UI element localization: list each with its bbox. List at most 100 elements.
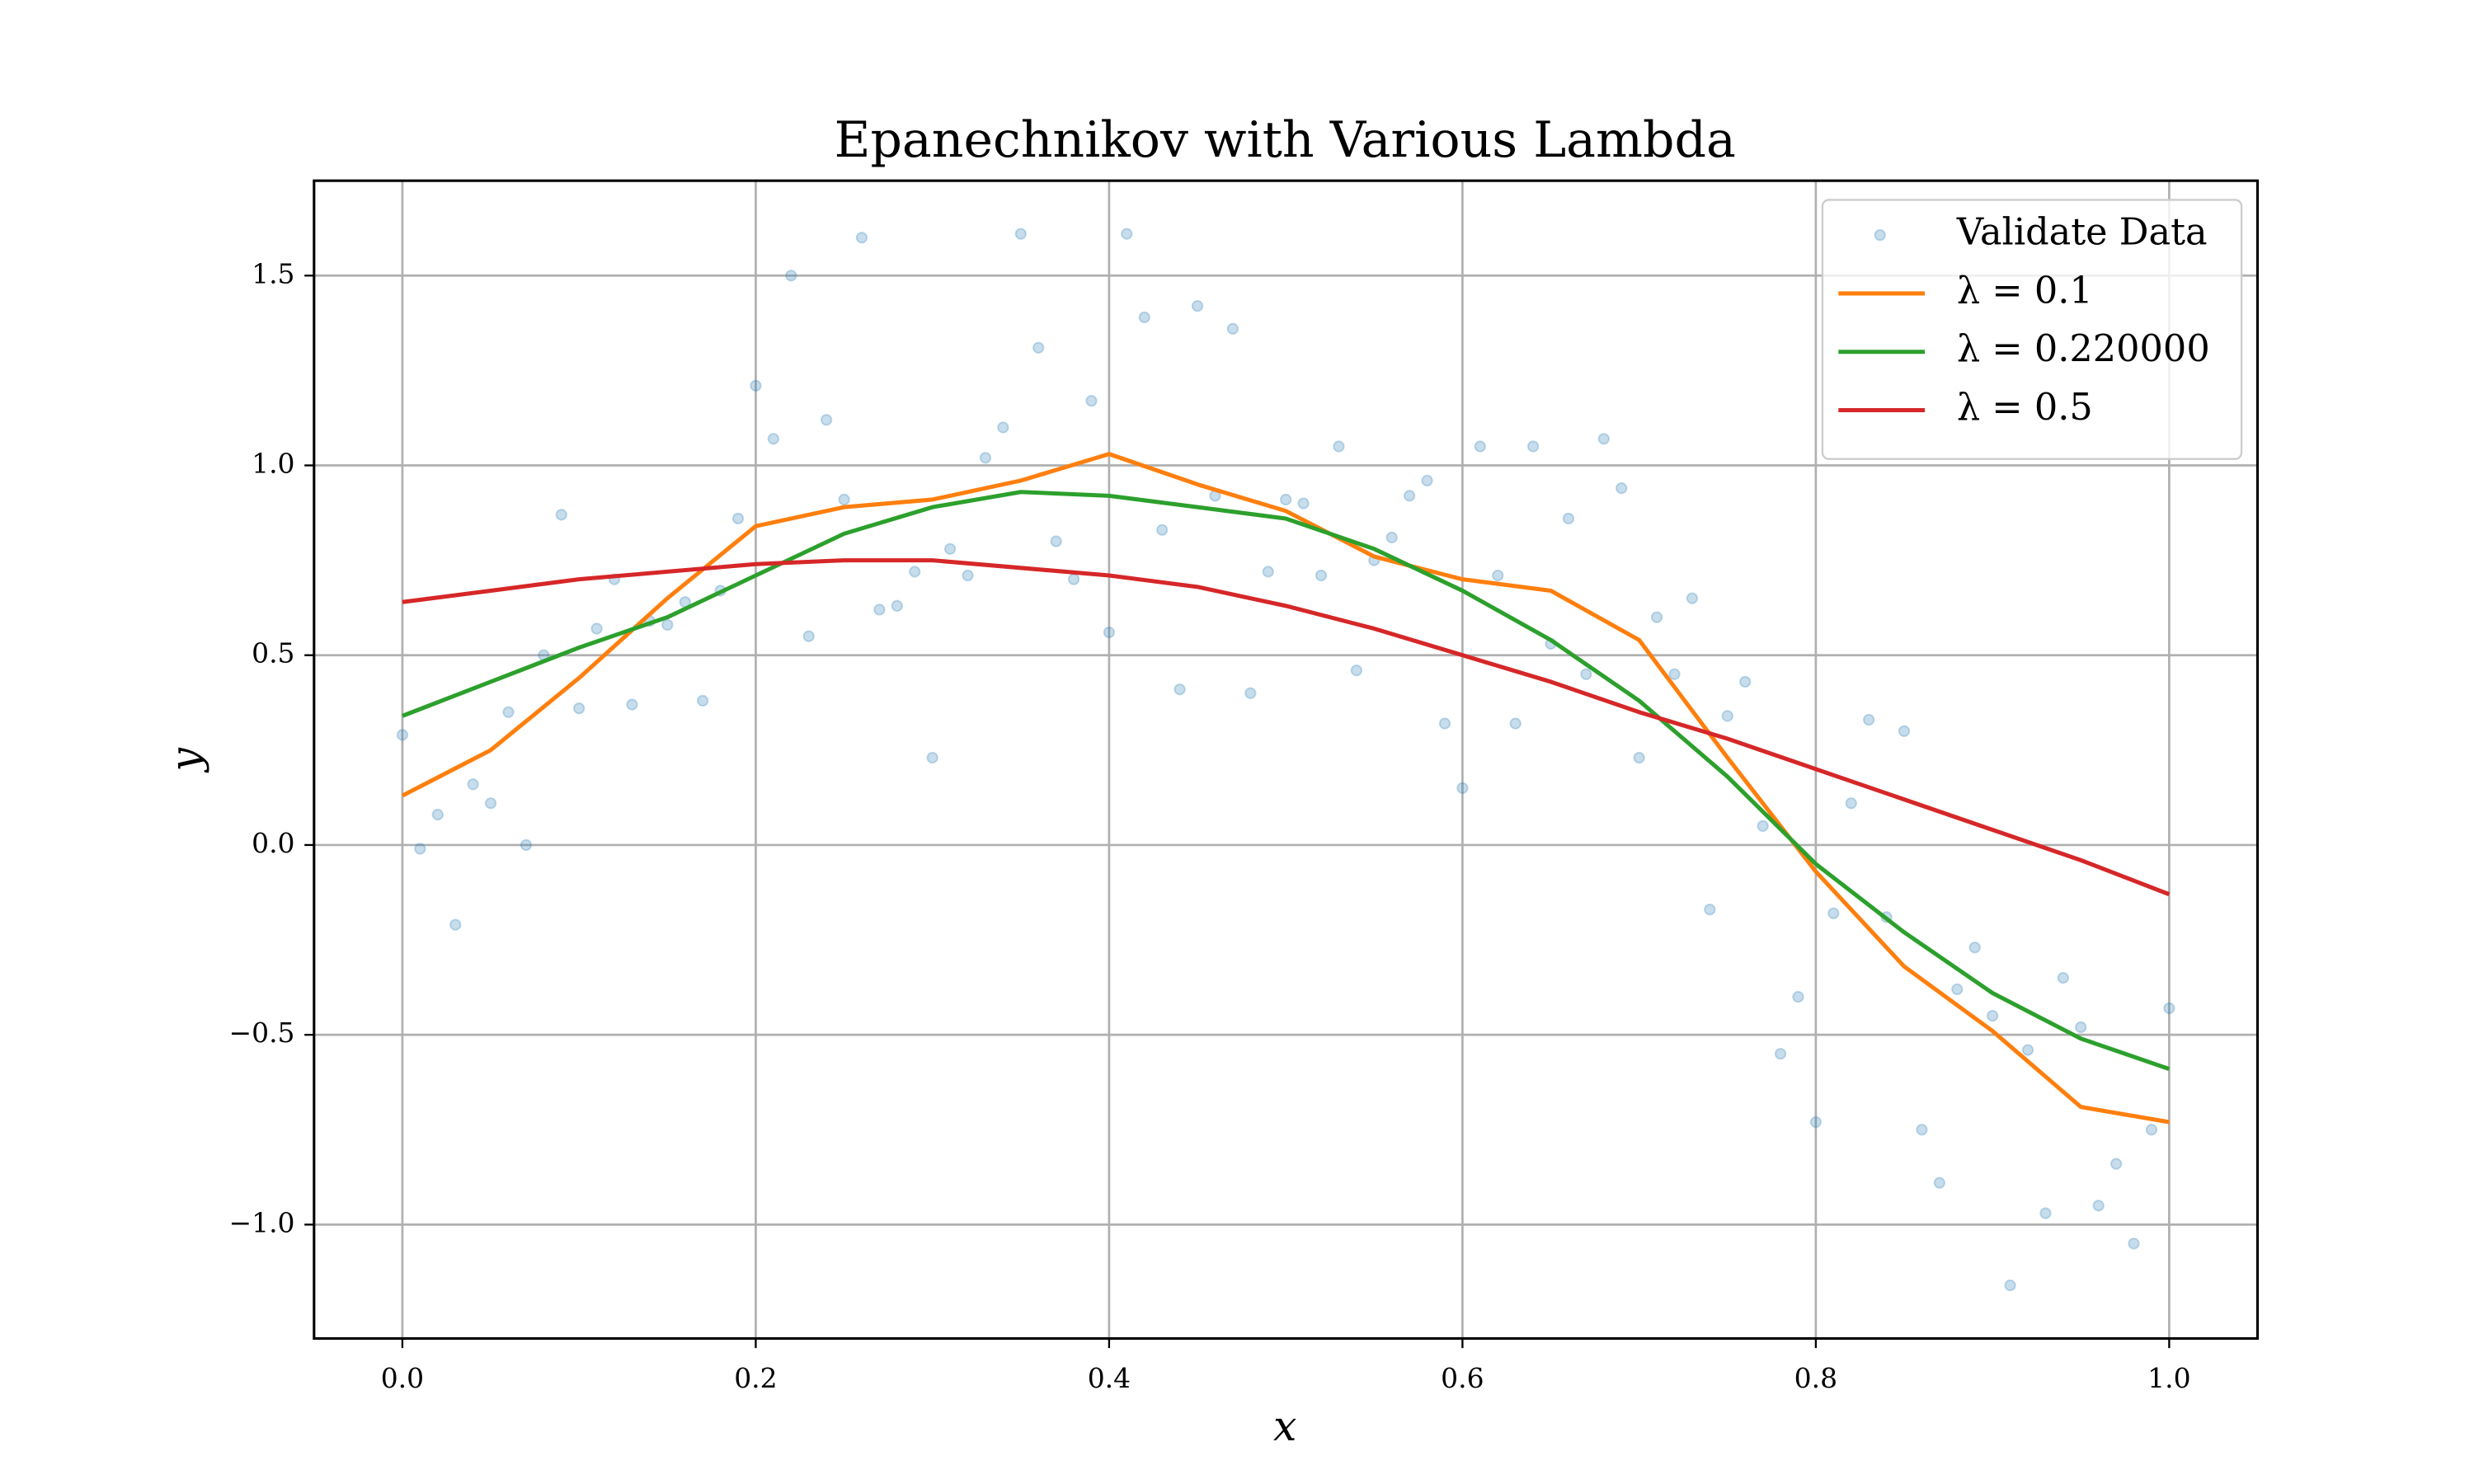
y-tick-label: 0.0 bbox=[252, 827, 294, 859]
data-point bbox=[555, 509, 567, 521]
data-point bbox=[891, 599, 903, 613]
data-point bbox=[1562, 512, 1575, 525]
legend-label: Validate Data bbox=[1956, 211, 2208, 254]
data-point bbox=[855, 232, 868, 244]
data-point bbox=[1757, 819, 1769, 833]
data-point bbox=[926, 751, 938, 764]
data-point bbox=[590, 622, 603, 635]
data-point bbox=[1597, 433, 1610, 445]
data-point bbox=[1862, 713, 1875, 726]
data-point bbox=[997, 421, 1009, 434]
y-tick-label: 1.0 bbox=[252, 448, 294, 480]
data-point bbox=[750, 379, 762, 392]
data-point bbox=[1174, 683, 1186, 696]
data-point bbox=[520, 838, 533, 852]
data-point bbox=[962, 569, 974, 582]
data-point bbox=[484, 797, 497, 810]
data-point bbox=[1421, 474, 1433, 487]
data-point bbox=[1333, 440, 1345, 453]
data-point bbox=[2039, 1207, 2052, 1219]
data-point bbox=[696, 694, 709, 707]
data-point bbox=[1156, 524, 1169, 536]
chart-title: Epanechnikov with Various Lambda bbox=[835, 111, 1736, 169]
data-point bbox=[1262, 566, 1274, 578]
data-point bbox=[1704, 904, 1716, 916]
data-point bbox=[2163, 1002, 2175, 1015]
y-tick-label: −0.5 bbox=[228, 1017, 294, 1049]
y-tick-label: 1.5 bbox=[252, 257, 294, 289]
data-point bbox=[1739, 675, 1752, 688]
x-tick-label: 0.0 bbox=[381, 1362, 424, 1394]
data-point bbox=[1226, 322, 1239, 335]
data-point bbox=[1474, 440, 1487, 453]
x-tick-label: 0.6 bbox=[1441, 1362, 1484, 1394]
legend-marker bbox=[1874, 228, 1886, 242]
data-point bbox=[1809, 1115, 1823, 1129]
data-point bbox=[802, 630, 815, 642]
data-point bbox=[731, 512, 745, 525]
data-point bbox=[1121, 228, 1133, 240]
data-point bbox=[1067, 573, 1080, 585]
data-point bbox=[467, 778, 479, 791]
data-point bbox=[1438, 717, 1451, 730]
data-point bbox=[909, 566, 921, 578]
data-point bbox=[1933, 1176, 1946, 1189]
data-point bbox=[1350, 664, 1363, 677]
legend-label: λ = 0.1 bbox=[1957, 269, 2093, 312]
data-point bbox=[2075, 1021, 2087, 1034]
data-point bbox=[1721, 710, 1733, 722]
data-point bbox=[1650, 611, 1663, 623]
grid bbox=[313, 181, 2258, 1339]
data-point bbox=[1032, 341, 1045, 354]
data-point bbox=[431, 808, 444, 821]
data-point bbox=[449, 918, 462, 931]
x-tick-label: 0.8 bbox=[1794, 1362, 1837, 1394]
data-point bbox=[502, 706, 515, 718]
line-series bbox=[402, 558, 2171, 897]
data-point bbox=[1968, 942, 1981, 954]
data-point bbox=[1509, 717, 1522, 730]
data-point bbox=[1315, 569, 1328, 582]
line-series bbox=[401, 452, 2170, 1125]
data-point bbox=[1050, 535, 1062, 547]
data-point bbox=[1492, 569, 1504, 582]
data-point bbox=[2004, 1279, 2016, 1292]
data-point bbox=[626, 698, 638, 711]
x-tick-label: 0.4 bbox=[1088, 1362, 1131, 1394]
data-point bbox=[1827, 907, 1840, 919]
data-point bbox=[943, 542, 957, 555]
data-point bbox=[661, 618, 674, 632]
data-point bbox=[1686, 592, 1699, 604]
data-point bbox=[1898, 725, 1911, 737]
data-point bbox=[573, 702, 586, 715]
data-point bbox=[1616, 481, 1628, 495]
data-point bbox=[1951, 983, 1964, 996]
data-point bbox=[1103, 626, 1116, 639]
data-point bbox=[1986, 1009, 1999, 1022]
data-point bbox=[1792, 990, 1804, 1003]
x-tick-label: 0.2 bbox=[734, 1362, 777, 1394]
data-point bbox=[1580, 668, 1592, 680]
x-axis-label: x bbox=[1273, 1402, 1296, 1450]
x-tick-label: 1.0 bbox=[2147, 1362, 2190, 1394]
data-point bbox=[1244, 687, 1257, 699]
data-point bbox=[1526, 440, 1540, 453]
data-point bbox=[767, 433, 780, 445]
data-point bbox=[1138, 311, 1150, 324]
legend-label: λ = 0.5 bbox=[1957, 386, 2093, 429]
plot-frame bbox=[313, 179, 2260, 1341]
data-point bbox=[1279, 493, 1292, 506]
line-series bbox=[402, 490, 2171, 1071]
data-point bbox=[2145, 1124, 2158, 1136]
data-point bbox=[1633, 751, 1645, 764]
data-point bbox=[2092, 1200, 2105, 1212]
data-point bbox=[1085, 395, 1098, 407]
data-point bbox=[820, 414, 833, 426]
legend-label: λ = 0.220000 bbox=[1957, 327, 2210, 370]
data-point bbox=[2057, 971, 2070, 984]
data-point bbox=[1845, 797, 1857, 810]
data-point bbox=[785, 270, 797, 282]
data-point bbox=[1456, 782, 1469, 795]
data-point bbox=[396, 729, 409, 741]
